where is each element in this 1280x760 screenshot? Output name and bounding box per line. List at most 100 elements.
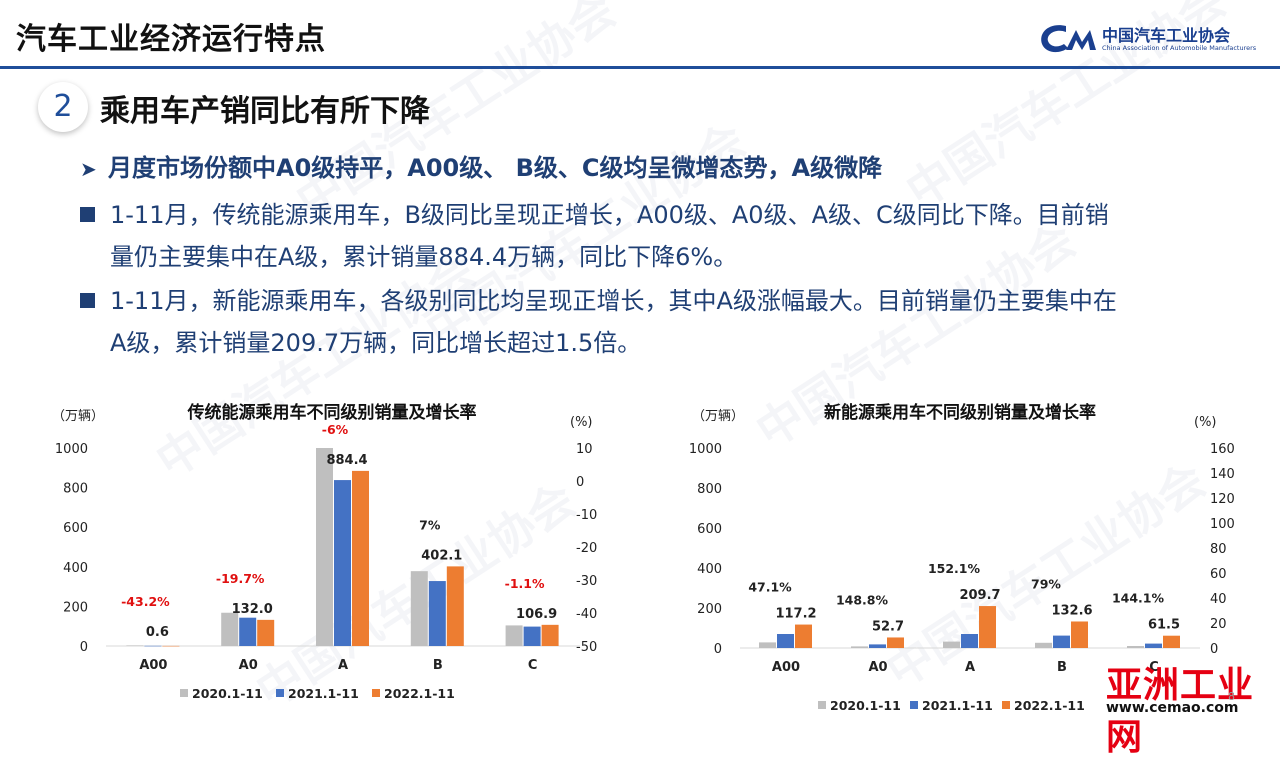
y-tick-label: 600	[63, 521, 88, 536]
caam-logo-icon	[1041, 25, 1096, 53]
bullet-line: 1-11月，传统能源乘用车，B级同比呈现正增长，A00级、A0级、A级、C级同比…	[110, 201, 1109, 229]
legend-swatch	[276, 689, 284, 697]
bar-2020.1-11	[410, 571, 428, 646]
y-tick-label: 1000	[55, 442, 88, 457]
brand-url: www.cemao.com	[1106, 700, 1239, 716]
chart-new-energy-svg: 新能源乘用车不同级别销量及增长率（万辆） (%)02004006008001000…	[689, 402, 1235, 713]
bar-2022.1-11	[979, 606, 996, 648]
bullet-line: 量仍主要集中在A级，累计销量884.4万辆，同比下降6%。	[110, 243, 738, 271]
bullet-item: 1-11月，传统能源乘用车，B级同比呈现正增长，A00级、A0级、A级、C级同比…	[80, 194, 1250, 278]
growth-rate-label: 7%	[419, 517, 441, 532]
y2-tick-label: 0	[1210, 642, 1218, 657]
data-label: 52.7	[872, 619, 904, 634]
bar-2022.1-11	[887, 637, 904, 648]
y-tick-label: 600	[697, 522, 722, 537]
y2-tick-label: 120	[1210, 492, 1235, 507]
y-tick-label: 0	[714, 642, 722, 657]
x-tick-label: A00	[772, 660, 800, 675]
y2-tick-label: 60	[1210, 567, 1227, 582]
right-axis-unit: (%)	[570, 415, 593, 430]
data-label: 884.4	[326, 453, 367, 468]
growth-rate-label: -6%	[322, 422, 349, 437]
right-axis-unit: (%)	[1194, 415, 1217, 430]
legend-label: 2020.1-11	[830, 698, 901, 713]
data-label: 132.0	[232, 602, 273, 617]
y-tick-label: 200	[697, 602, 722, 617]
growth-rate-label: -1.1%	[505, 576, 545, 591]
y2-tick-label: 0	[576, 475, 584, 490]
x-tick-label: B	[1057, 660, 1067, 675]
y-tick-label: 1000	[689, 442, 722, 457]
arrow-bullet-icon: ➤	[80, 157, 97, 181]
bar-2022.1-11	[257, 619, 275, 646]
bar-2022.1-11	[541, 624, 559, 646]
legend-label: 2021.1-11	[922, 698, 993, 713]
section-title: 乘用车产销同比有所下降	[100, 94, 430, 129]
chart-title: 传统能源乘用车不同级别销量及增长率	[187, 402, 477, 423]
y2-tick-label: 100	[1210, 517, 1235, 532]
title-bar: 汽车工业经济运行特点 中国汽车工业协会 China Association of…	[0, 0, 1280, 66]
legend-label: 2021.1-11	[288, 686, 359, 701]
bar-2020.1-11	[316, 448, 333, 646]
x-tick-label: A	[965, 660, 975, 675]
x-tick-label: C	[528, 658, 538, 673]
bar-2022.1-11	[162, 645, 180, 647]
section-number-badge: 2	[38, 82, 88, 132]
bar-2020.1-11	[1127, 646, 1144, 648]
legend-label: 2022.1-11	[1014, 698, 1085, 713]
left-axis-unit: （万辆）	[52, 409, 104, 424]
bar-2020.1-11	[851, 646, 868, 648]
bar-2020.1-11	[1035, 642, 1052, 648]
bar-2022.1-11	[795, 624, 812, 648]
y2-tick-label: -50	[576, 640, 597, 655]
logo-english-name: China Association of Automobile Manufact…	[1102, 44, 1257, 52]
chart-title: 新能源乘用车不同级别销量及增长率	[824, 402, 1096, 423]
chart-new-energy: 新能源乘用车不同级别销量及增长率 （万辆） (%) 0 200 400 600 800 1000…	[678, 396, 1238, 716]
y2-tick-label: 20	[1210, 617, 1227, 632]
y-tick-label: 200	[63, 600, 88, 615]
y2-tick-label: -20	[576, 541, 597, 556]
legend-swatch	[910, 701, 918, 709]
bar-2021.1-11	[428, 581, 446, 646]
y-tick-label: 400	[697, 562, 722, 577]
square-bullet-icon	[80, 207, 95, 222]
x-tick-label: A00	[139, 658, 167, 673]
title-divider	[0, 66, 1280, 69]
legend-swatch	[372, 689, 380, 697]
x-tick-label: A	[338, 658, 348, 673]
bullet-item: 1-11月，新能源乘用车，各级别同比均呈现正增长，其中A级涨幅最大。目前销量仍主…	[80, 280, 1250, 364]
y2-tick-label: -10	[576, 508, 597, 523]
data-label: 0.6	[146, 625, 169, 640]
legend-swatch	[818, 701, 826, 709]
y2-tick-label: 140	[1210, 467, 1235, 482]
bar-2021.1-11	[144, 645, 162, 647]
page-number: 8	[1228, 690, 1235, 703]
bar-2021.1-11	[334, 480, 351, 646]
data-label: 61.5	[1148, 618, 1180, 633]
headline: ➤ 月度市场份额中A0级持平，A00级、 B级、C级均呈微增态势，A级微降	[80, 148, 882, 183]
data-label: 132.6	[1051, 603, 1092, 618]
bar-2022.1-11	[352, 470, 369, 646]
bar-2021.1-11	[523, 626, 541, 646]
y2-tick-label: 40	[1210, 592, 1227, 607]
y2-tick-label: -40	[576, 607, 597, 622]
bar-2022.1-11	[1163, 635, 1180, 648]
legend-swatch	[180, 689, 188, 697]
x-tick-label: A0	[239, 658, 258, 673]
legend-swatch	[1002, 701, 1010, 709]
x-tick-label: B	[433, 658, 443, 673]
bullet-line: A级，累计销量209.7万辆，同比增长超过1.5倍。	[110, 329, 642, 357]
legend-label: 2020.1-11	[192, 686, 263, 701]
data-label: 402.1	[421, 548, 462, 563]
bar-2020.1-11	[505, 625, 523, 646]
data-label: 117.2	[775, 607, 816, 622]
y2-tick-label: 160	[1210, 442, 1235, 457]
y2-tick-label: -30	[576, 574, 597, 589]
growth-rate-label: 152.1%	[928, 561, 981, 576]
growth-rate-label: 79%	[1031, 576, 1061, 591]
bar-2021.1-11	[1145, 643, 1162, 648]
bar-2021.1-11	[1053, 635, 1070, 648]
bar-2021.1-11	[961, 634, 978, 648]
growth-rate-label: 148.8%	[836, 592, 889, 607]
bar-2022.1-11	[1071, 621, 1088, 648]
